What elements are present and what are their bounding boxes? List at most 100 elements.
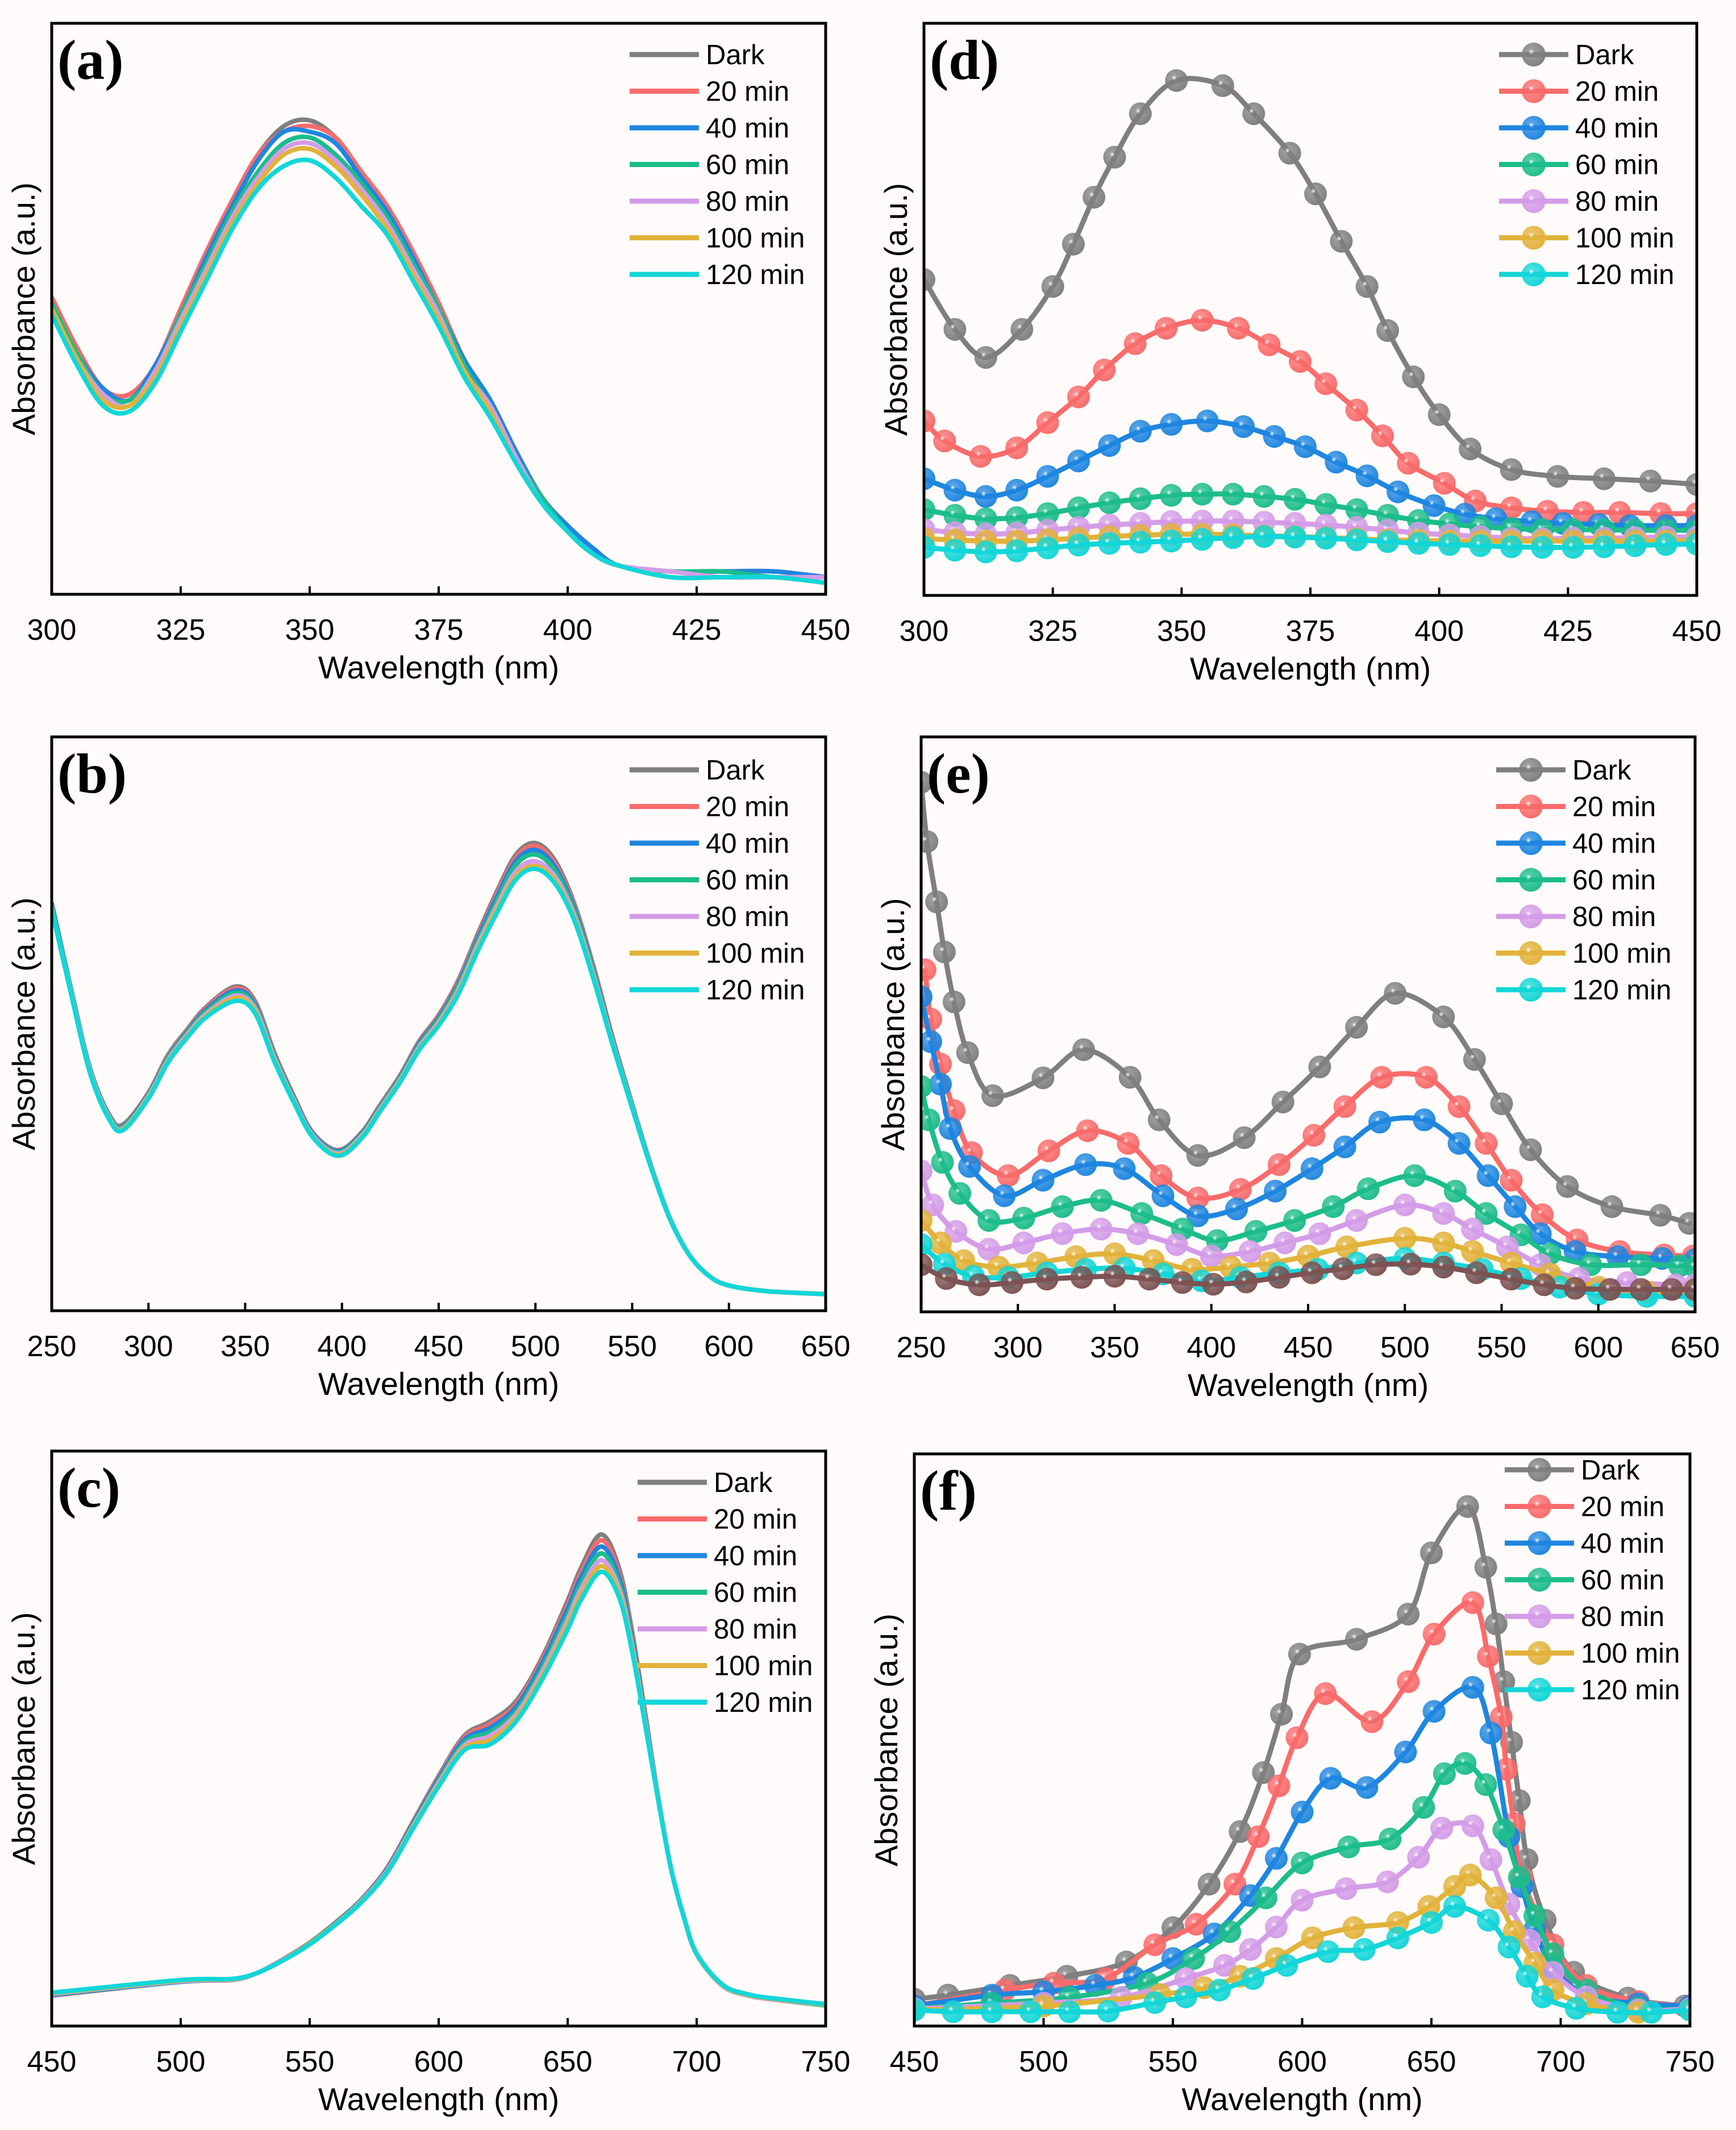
panel-label: (a) — [57, 28, 124, 91]
data-point-dark — [1420, 1541, 1443, 1565]
data-point-40-min — [1476, 1164, 1500, 1187]
data-point-120-min — [1376, 530, 1399, 553]
legend-label: 40 min — [714, 1541, 797, 1572]
legend-marker — [1522, 116, 1546, 140]
data-point-40-min — [1265, 1846, 1288, 1870]
data-point-unlabeled — [968, 1273, 991, 1297]
data-point-unlabeled — [1629, 1278, 1652, 1301]
data-point-120-min — [1222, 526, 1244, 549]
data-point-40-min — [1422, 494, 1446, 517]
data-point-20-min — [1036, 411, 1059, 434]
legend-item-120-min: 120 min — [630, 260, 805, 290]
series-120-min — [52, 1569, 826, 2007]
x-tick-label: 750 — [1666, 2045, 1715, 2078]
legend-label: Dark — [714, 1468, 773, 1498]
series-line-120-min — [52, 866, 826, 1297]
data-point-unlabeled — [1202, 1273, 1225, 1296]
data-point-20-min — [1037, 1139, 1060, 1162]
legend: Dark 20 min 40 min 60 min 80 min 100 min 120 m… — [1499, 40, 1674, 290]
legend-marker — [1527, 1568, 1551, 1592]
data-point-60-min — [1222, 482, 1244, 506]
panel-label: (c) — [57, 1456, 120, 1519]
data-point-60-min — [1129, 487, 1152, 510]
data-point-40-min — [1162, 1947, 1184, 1970]
data-point-40-min — [1529, 1222, 1552, 1245]
data-point-unlabeled — [1035, 1268, 1059, 1291]
data-point-dark — [1211, 74, 1234, 97]
data-point-60-min — [1541, 1943, 1564, 1966]
legend-item-100-min: 100 min — [1505, 1639, 1680, 1669]
data-point-120-min — [921, 1233, 932, 1256]
legend-item-120-min: 120 min — [1496, 975, 1671, 1006]
data-point-120-min — [1679, 1998, 1690, 2021]
legend-marker — [1522, 43, 1546, 66]
data-point-unlabeled — [1660, 1278, 1684, 1301]
data-point-20-min — [1267, 1153, 1290, 1176]
data-point-80-min — [1174, 1967, 1197, 1990]
data-point-120-min — [1242, 1967, 1265, 1990]
legend-marker — [1522, 189, 1546, 213]
data-point-80-min — [1238, 1240, 1262, 1263]
legend-marker — [1519, 941, 1543, 965]
data-point-dark — [1384, 982, 1407, 1005]
data-point-unlabeled — [1465, 1261, 1488, 1285]
data-point-120-min — [942, 2000, 965, 2023]
data-point-unlabeled — [921, 1253, 932, 1276]
legend-label: 100 min — [706, 223, 805, 254]
legend-item-20-min: 20 min — [630, 792, 789, 823]
data-point-80-min — [1308, 1222, 1331, 1245]
x-axis-title: Wavelength (nm) — [318, 2081, 559, 2117]
series-unlabeled — [921, 1253, 1695, 1301]
legend-label: Dark — [1575, 40, 1634, 70]
legend-label: Dark — [706, 755, 765, 786]
legend-item-20-min: 20 min — [630, 77, 789, 107]
data-point-100-min — [1342, 1916, 1366, 1939]
data-point-20-min — [1414, 1066, 1438, 1089]
legend-item-dark: Dark — [638, 1468, 773, 1498]
data-point-120-min — [1443, 1895, 1466, 1918]
x-tick-label: 300 — [993, 1331, 1043, 1364]
data-point-unlabeled — [1171, 1271, 1194, 1294]
data-point-40-min — [1293, 435, 1317, 458]
data-point-20-min — [1447, 1095, 1471, 1118]
data-point-60-min — [1252, 485, 1276, 508]
x-tick-label: 700 — [1536, 2045, 1585, 2078]
data-point-60-min — [1345, 498, 1368, 521]
data-point-60-min — [1684, 1256, 1695, 1279]
legend-item-80-min: 80 min — [1496, 902, 1656, 932]
data-point-60-min — [1283, 487, 1306, 511]
data-point-dark — [1484, 1612, 1508, 1636]
legend: Dark 20 min 40 min 60 min 80 min 100 min 120 m… — [1496, 755, 1671, 1006]
data-point-120-min — [1275, 1954, 1298, 1977]
data-point-dark — [1103, 145, 1126, 169]
legend-item-40-min: 40 min — [638, 1541, 797, 1572]
legend-item-dark: Dark — [630, 755, 765, 786]
legend-label: 80 min — [706, 186, 789, 217]
panel-c: 450 500 550 600 650 700 750 Wavelength (nm) Abso… — [6, 1449, 850, 2117]
data-point-unlabeled — [1103, 1265, 1126, 1288]
panel-e: 250 300 350 400 450 500 550 600 650 Wavelength (n… — [875, 735, 1720, 1403]
data-point-60-min — [1290, 1852, 1314, 1874]
data-point-40-min — [1325, 451, 1348, 474]
data-point-40-min — [1005, 478, 1029, 502]
data-point-60-min — [1089, 1189, 1113, 1212]
x-tick-label: 375 — [1286, 615, 1335, 648]
data-point-120-min — [1160, 530, 1183, 553]
legend-label: 40 min — [1572, 828, 1656, 859]
data-point-40-min — [1036, 465, 1059, 488]
x-tick-label: 300 — [124, 1330, 173, 1363]
data-point-60-min — [1523, 1904, 1546, 1927]
x-axis-title: Wavelength (nm) — [1188, 1367, 1429, 1403]
data-point-120-min — [1531, 536, 1554, 559]
x-tick-label: 300 — [27, 614, 77, 647]
data-point-20-min — [1422, 1623, 1446, 1646]
x-tick-label: 700 — [672, 2045, 722, 2078]
data-point-120-min — [1407, 532, 1430, 555]
data-point-40-min — [1264, 1179, 1287, 1203]
data-point-20-min — [1229, 1178, 1252, 1201]
legend-label: 100 min — [714, 1651, 813, 1682]
data-point-dark — [1118, 1066, 1142, 1089]
legend-label: 120 min — [1572, 975, 1671, 1006]
data-point-60-min — [1012, 1207, 1035, 1229]
data-point-dark — [1229, 1820, 1252, 1843]
